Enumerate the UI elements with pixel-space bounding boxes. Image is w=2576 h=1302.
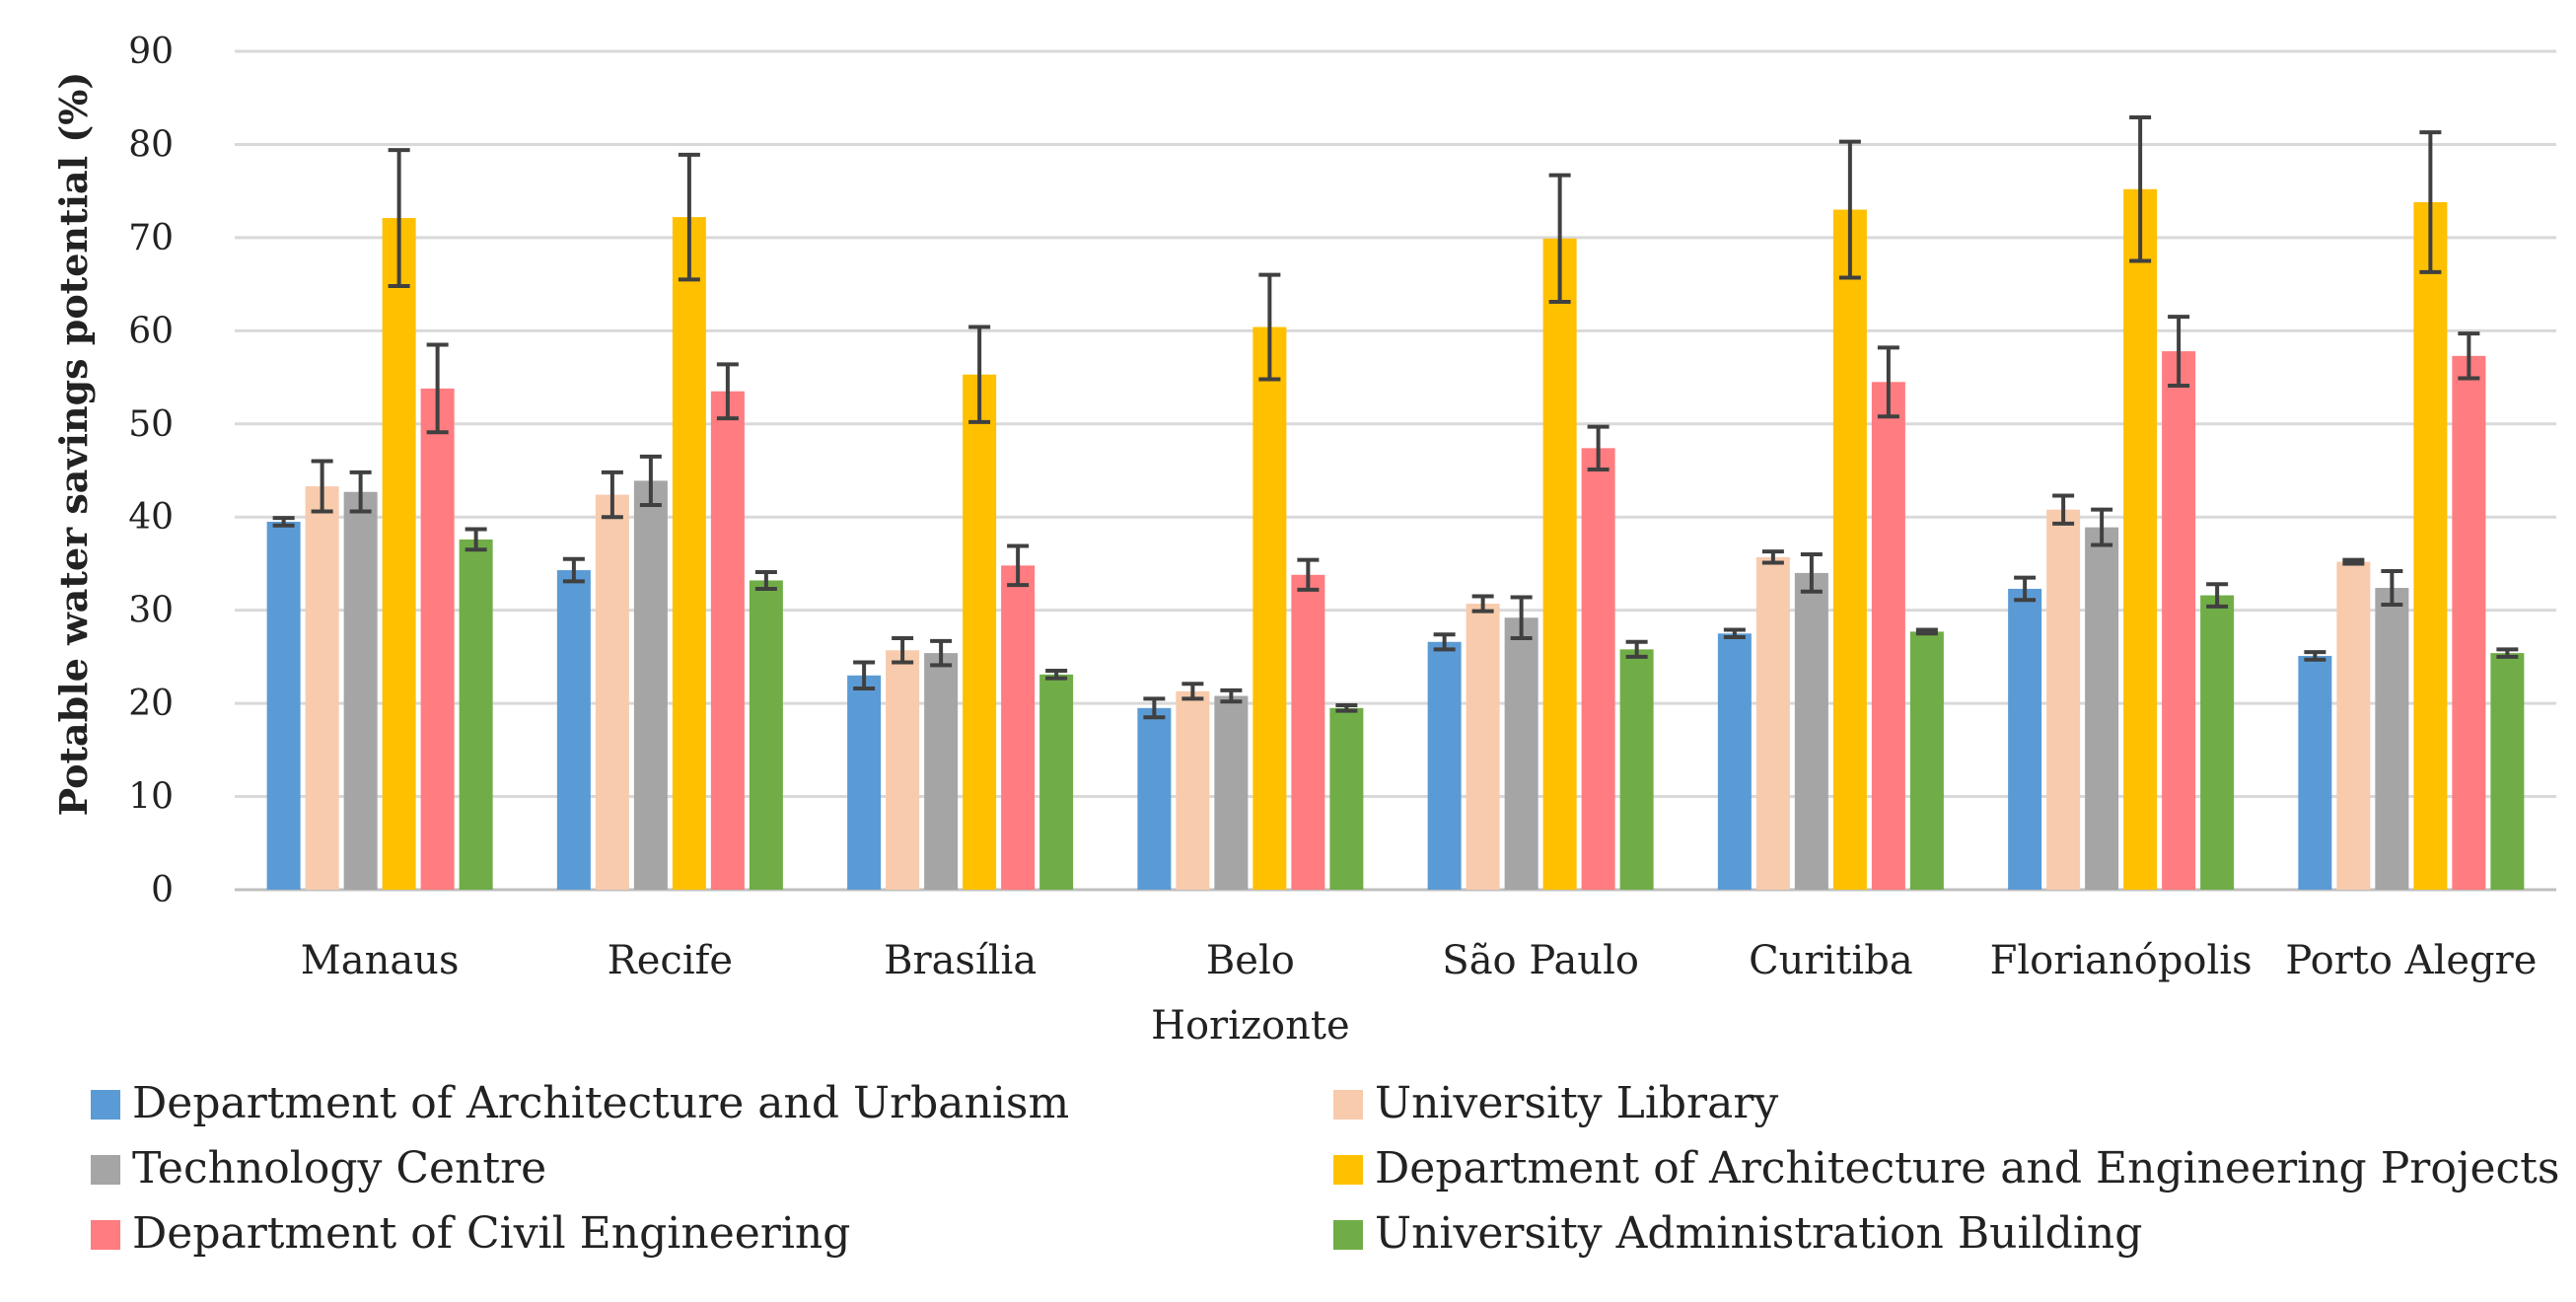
bar: [2046, 509, 2081, 890]
bar: [1794, 572, 1828, 890]
bar: [886, 650, 920, 890]
bar: [1329, 707, 1364, 890]
bar: [459, 539, 493, 890]
legend-label: University Administration Building: [1375, 1208, 2142, 1259]
bar: [2452, 355, 2486, 890]
legend-swatch: [91, 1155, 120, 1185]
bar: [2298, 655, 2332, 890]
legend-swatch: [91, 1220, 120, 1250]
bar: [2200, 595, 2235, 890]
bar: [749, 580, 783, 890]
legend-swatch: [1333, 1090, 1363, 1120]
bar: [1001, 565, 1036, 890]
bar: [1755, 556, 1790, 890]
bar: [2490, 653, 2525, 890]
y-tick-label: 80: [128, 124, 174, 165]
bar: [672, 217, 706, 891]
x-category-label: Curitiba: [1749, 938, 1913, 983]
x-category-label: Belo: [1206, 938, 1295, 983]
bar: [1214, 695, 1249, 890]
bar: [924, 653, 959, 890]
bar: [1832, 209, 1867, 891]
x-category-label: São Paulo: [1442, 938, 1639, 983]
bar: [1137, 707, 1172, 890]
y-tick-label: 30: [128, 591, 174, 631]
bar: [305, 486, 339, 890]
bar: [595, 494, 629, 890]
bar: [556, 570, 591, 890]
bar: [1871, 382, 1905, 890]
bar: [1039, 674, 1074, 890]
bar: [1504, 617, 1538, 890]
x-category-label: Recife: [608, 938, 733, 983]
bar: [420, 388, 455, 890]
legend-swatch: [1333, 1155, 1363, 1185]
bar: [1717, 633, 1752, 890]
x-category-label: Florianópolis: [1990, 938, 2253, 983]
legend-label: University Library: [1375, 1078, 1778, 1128]
y-tick-label: 50: [128, 404, 174, 445]
y-axis-title: Potable water savings potential (%): [51, 72, 96, 817]
x-category-label: Manaus: [301, 938, 460, 983]
bar: [1581, 448, 1615, 890]
bars: [266, 188, 2525, 891]
y-tick-label: 20: [128, 684, 174, 724]
error-bars: [272, 115, 2519, 720]
bar: [2085, 527, 2119, 890]
y-tick-label: 60: [128, 311, 174, 351]
bar: [2413, 202, 2448, 890]
bar: [710, 391, 745, 890]
bar: [382, 218, 416, 891]
y-tick-label: 40: [128, 497, 174, 538]
legend-label: Department of Civil Engineering: [132, 1208, 850, 1259]
bar: [2008, 588, 2042, 890]
bar: [847, 675, 882, 890]
bar: [2375, 588, 2409, 890]
bar: [1909, 631, 1944, 890]
legend-swatch: [91, 1090, 120, 1120]
bar: [963, 374, 997, 890]
legend-swatch: [1333, 1220, 1363, 1250]
legend-label: Department of Architecture and Urbanism: [132, 1078, 1069, 1128]
bar: [1427, 641, 1462, 890]
bar: [1466, 604, 1500, 890]
y-tick-label: 70: [128, 218, 174, 258]
y-tick-label: 90: [128, 32, 174, 72]
bar: [2336, 561, 2371, 890]
bar: [1176, 690, 1210, 890]
y-tick-label: 0: [151, 870, 174, 910]
bar: [2162, 351, 2196, 891]
x-category-label: Horizonte: [1151, 1003, 1350, 1049]
bar: [633, 480, 668, 890]
x-category-label: Porto Alegre: [2285, 938, 2537, 983]
bar: [343, 491, 378, 890]
y-axis-ticks: 0 10 20 30 40 50 60 70 80 90: [128, 32, 174, 910]
bar: [1252, 326, 1287, 890]
y-tick-label: 10: [128, 777, 174, 818]
bar: [266, 521, 301, 890]
bar: [1619, 649, 1654, 890]
bar: [2123, 188, 2158, 890]
bar: [1542, 238, 1577, 891]
legend: Department of Architecture and Urbanism U…: [91, 1078, 2559, 1259]
legend-label: Technology Centre: [132, 1143, 546, 1194]
x-category-label: Brasília: [884, 938, 1037, 983]
bar: [1291, 574, 1325, 890]
legend-label: Department of Architecture and Engineeri…: [1375, 1143, 2559, 1194]
x-axis-categories: Manaus Recife Brasília Belo Horizonte São Pau…: [301, 938, 2538, 1049]
